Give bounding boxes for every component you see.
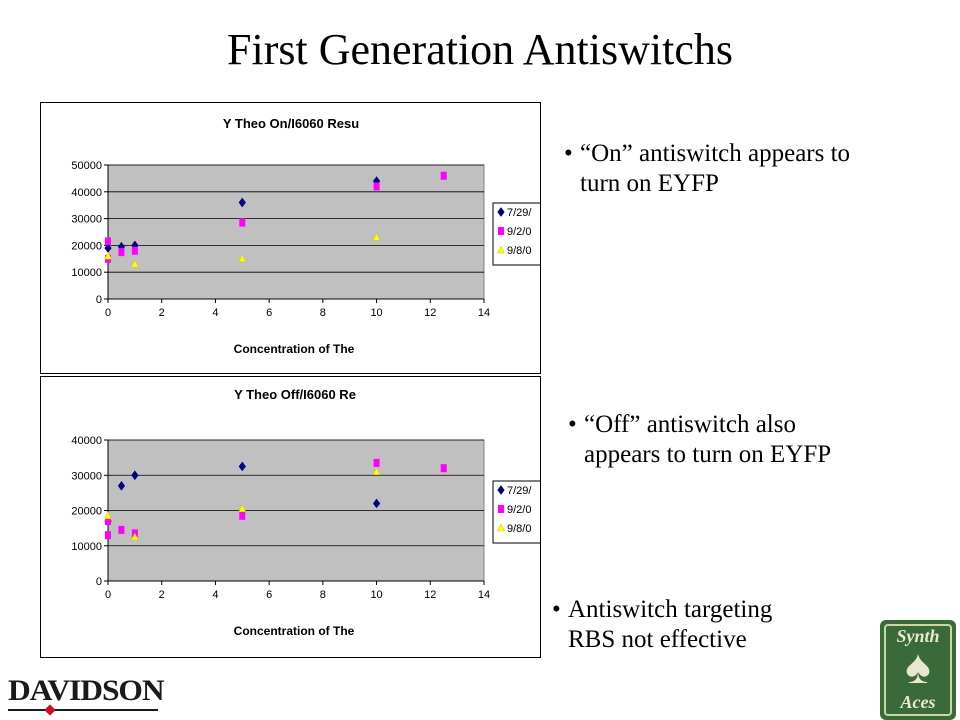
legend-label: 9/8/0 — [507, 245, 531, 257]
data-point — [440, 464, 447, 473]
y-tick-label: 10000 — [71, 267, 102, 279]
bullet-line: “Off” antiswitch also — [584, 411, 796, 438]
x-tick-label: 8 — [320, 307, 326, 319]
x-tick-label: 4 — [212, 589, 218, 601]
chart-off-svg: Y Theo Off/I6060 Re 0 10000 20000 30000 40000… — [71, 387, 540, 638]
data-point — [440, 171, 447, 180]
x-tick-label: 0 — [105, 307, 111, 319]
data-point — [105, 237, 111, 246]
bullet-line: RBS not effective — [568, 626, 747, 653]
legend-label: 7/29/ — [507, 485, 532, 497]
spade-icon: ♠ — [905, 641, 931, 694]
y-tick-label: 20000 — [71, 506, 102, 518]
data-point — [497, 485, 505, 495]
y-tick-label: 40000 — [71, 435, 102, 447]
data-point — [372, 467, 381, 475]
y-tick-label: 30000 — [71, 470, 102, 482]
data-point — [238, 504, 247, 512]
x-tick-label: 10 — [370, 307, 382, 319]
y-tick-label: 0 — [96, 576, 102, 588]
data-point — [373, 182, 380, 191]
logo-rule — [8, 709, 158, 711]
chart-on-results: Y Theo On/I6060 Resu 0 10000 20000 30000 4000… — [40, 102, 541, 374]
bullet-on-antiswitch: • “On” antiswitch appears to turn on EYF… — [564, 139, 952, 199]
data-point — [238, 197, 246, 208]
legend-label: 9/2/0 — [507, 504, 531, 516]
x-tick-label: 8 — [320, 589, 326, 601]
x-axis-label: Concentration of The — [234, 342, 355, 356]
bullet-line: appears to turn on EYFP — [584, 441, 832, 468]
data-point — [239, 218, 246, 227]
data-point — [131, 246, 138, 255]
data-point — [104, 251, 112, 260]
chart-title: Y Theo On/I6060 Resu — [223, 116, 359, 131]
x-tick-label: 14 — [478, 589, 490, 601]
data-point — [238, 461, 246, 472]
badge-frame — [884, 624, 952, 716]
logo-text: DAVIDSON — [8, 674, 165, 707]
bullet-line: “On” antiswitch appears to — [580, 140, 851, 167]
bullet-line: Antiswitch targeting — [568, 596, 773, 623]
slide-title: First Generation Antiswitchs — [227, 25, 733, 74]
data-point — [373, 458, 380, 467]
y-tick-label: 10000 — [71, 541, 102, 553]
bullet-off-antiswitch: • “Off” antiswitch also appears to turn … — [568, 410, 956, 470]
bullet-dot: • — [568, 411, 577, 438]
x-tick-label: 2 — [159, 307, 165, 319]
y-tick-label: 0 — [96, 294, 102, 306]
synth-aces-badge: Synth ♠ Aces — [880, 620, 956, 720]
chart-on-svg: Y Theo On/I6060 Resu 0 10000 20000 30000 4000… — [71, 116, 540, 356]
data-point — [117, 480, 126, 491]
legend-label: 9/2/0 — [507, 226, 531, 238]
x-tick-label: 4 — [212, 307, 218, 319]
data-point — [498, 227, 504, 235]
chart-title: Y Theo Off/I6060 Re — [234, 387, 356, 402]
data-point — [130, 259, 139, 268]
x-axis-label: Concentration of The — [234, 624, 355, 638]
data-point — [497, 245, 505, 254]
data-point — [104, 511, 112, 520]
plot-area — [107, 164, 485, 300]
x-tick-label: 6 — [266, 307, 272, 319]
legend-label: 7/29/ — [507, 207, 532, 219]
data-point — [372, 232, 381, 241]
bullet-dot: • — [564, 140, 573, 167]
data-point — [131, 470, 139, 481]
x-tick-label: 14 — [478, 307, 490, 319]
data-point — [105, 517, 111, 526]
data-point — [118, 248, 125, 257]
x-tick-label: 0 — [105, 589, 111, 601]
data-point — [105, 531, 111, 540]
data-point — [130, 532, 139, 541]
y-tick-label: 40000 — [71, 187, 102, 199]
x-tick-label: 6 — [266, 589, 272, 601]
x-tick-label: 10 — [370, 589, 382, 601]
davidson-logo: DAVIDSON — [8, 676, 165, 716]
chart-off-results: Y Theo Off/I6060 Re 0 10000 20000 30000 40000… — [40, 376, 541, 658]
badge-bottom-text: Aces — [900, 692, 936, 712]
bullet-line: turn on EYFP — [580, 170, 719, 197]
y-tick-label: 30000 — [71, 214, 102, 226]
x-tick-label: 2 — [159, 589, 165, 601]
data-point — [118, 525, 125, 534]
data-point — [372, 498, 381, 509]
x-tick-label: 12 — [424, 589, 436, 601]
y-tick-label: 20000 — [71, 240, 102, 252]
x-tick-label: 12 — [424, 307, 436, 319]
bullet-rbs: • Antiswitch targeting RBS not effective — [552, 595, 920, 655]
bullet-dot: • — [552, 596, 561, 623]
y-tick-label: 50000 — [71, 160, 102, 172]
data-point — [497, 523, 505, 532]
data-point — [498, 505, 504, 513]
badge-top-text: Synth — [896, 626, 940, 646]
data-point — [497, 207, 505, 217]
legend-label: 9/8/0 — [507, 523, 531, 535]
data-point — [238, 254, 247, 263]
data-point — [239, 511, 246, 520]
